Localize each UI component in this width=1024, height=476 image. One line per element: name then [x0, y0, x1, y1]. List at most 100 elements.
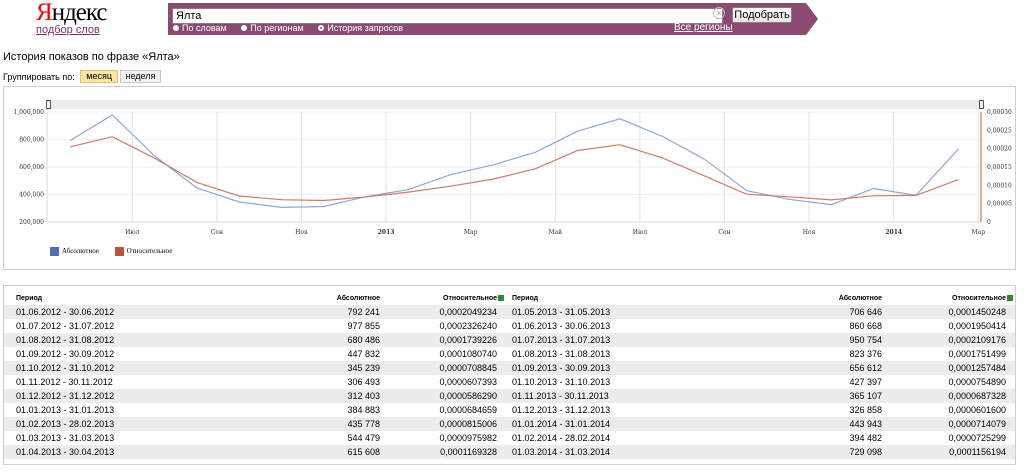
- mode-by-words[interactable]: По словам: [173, 23, 227, 33]
- group-by-control: Группировать по: месяц неделя: [3, 70, 162, 83]
- table-row: 01.10.2012 - 31.10.2012 345 239 0,00007088…: [4, 361, 504, 375]
- header-relative[interactable]: Относительное: [952, 292, 1013, 305]
- y-left-tick-label: 800,000: [19, 137, 44, 144]
- cell-absolute: 384 883: [347, 405, 380, 415]
- table-row: 01.06.2013 - 30.06.2013 860 668 0,00019504…: [500, 319, 1015, 333]
- cell-relative: 0,0000601600: [948, 405, 1006, 415]
- table-row: 01.03.2014 - 31.03.2014 729 098 0,00011561…: [500, 445, 1015, 459]
- y-right-tick-label: 0,00020: [987, 146, 1012, 153]
- header-period[interactable]: Период: [512, 295, 539, 302]
- yandex-logo[interactable]: Яндекс подбор слов: [36, 0, 108, 36]
- cell-absolute: 680 486: [347, 335, 380, 345]
- cell-relative: 0,0000607393: [439, 377, 497, 387]
- cell-absolute: 345 239: [347, 363, 380, 373]
- cell-absolute: 823 376: [849, 349, 882, 359]
- search-input[interactable]: [172, 8, 723, 24]
- clear-icon[interactable]: ×: [713, 7, 725, 19]
- cell-absolute: 950 754: [849, 335, 882, 345]
- table-row: 01.09.2013 - 30.09.2013 656 612 0,00012574…: [500, 361, 1015, 375]
- cell-absolute: 312 403: [347, 391, 380, 401]
- cell-period: 01.06.2013 - 30.06.2013: [512, 321, 611, 331]
- table-row: 01.11.2012 - 30.11.2012 306 493 0,00006073…: [4, 375, 504, 389]
- y-right-tick-label: 0,00005: [987, 201, 1012, 208]
- header-absolute[interactable]: Абсолютное: [336, 295, 380, 302]
- group-by-label: Группировать по:: [3, 71, 75, 82]
- cell-relative: 0,0000754890: [948, 377, 1006, 387]
- radio-icon: [173, 25, 179, 31]
- cell-relative: 0,0002326240: [439, 321, 497, 331]
- cell-absolute: 656 612: [849, 363, 882, 373]
- header-absolute[interactable]: Абсолютное: [838, 295, 882, 302]
- range-handle-left-icon[interactable]: [46, 100, 51, 109]
- header-relative[interactable]: Относительное: [443, 292, 504, 305]
- cell-period: 01.03.2014 - 31.03.2014: [512, 447, 611, 457]
- x-tick-label: Июл: [125, 229, 139, 236]
- cell-period: 01.08.2013 - 31.08.2013: [512, 349, 611, 359]
- cell-period: 01.11.2012 - 30.11.2012: [16, 377, 113, 387]
- chart-range-strip: [47, 100, 981, 109]
- table-column-left: Период Абсолютное Относительное 01.06.2012 …: [4, 292, 504, 459]
- cell-period: 01.12.2013 - 31.12.2013: [512, 405, 611, 415]
- cell-relative: 0,0001739226: [439, 335, 497, 345]
- x-tick-label: Мар: [464, 229, 478, 236]
- range-handle-right-icon[interactable]: [979, 100, 984, 109]
- cell-period: 01.09.2013 - 30.09.2013: [512, 363, 611, 373]
- cell-period: 01.05.2013 - 31.05.2013: [512, 307, 611, 317]
- excel-export-icon[interactable]: [1007, 295, 1013, 301]
- table-row: 01.06.2012 - 30.06.2012 792 241 0,00020492…: [4, 305, 504, 319]
- cell-relative: 0,0000708845: [439, 363, 497, 373]
- cell-relative: 0,0000725299: [948, 433, 1006, 443]
- radio-icon: [241, 25, 248, 31]
- table-row: 01.12.2013 - 31.12.2013 326 858 0,00006016…: [500, 403, 1015, 417]
- cell-period: 01.07.2013 - 31.07.2013: [512, 335, 611, 345]
- cell-period: 01.03.2013 - 31.03.2013: [16, 433, 115, 443]
- cell-absolute: 615 608: [347, 447, 380, 457]
- cell-period: 01.10.2012 - 31.10.2012: [16, 363, 115, 373]
- y-left-tick-label: 400,000: [19, 192, 44, 199]
- search-modes: По словам По регионам История запросов: [173, 23, 415, 33]
- cell-relative: 0,0002109176: [948, 335, 1006, 345]
- x-tick-label: Июл: [633, 229, 647, 236]
- cell-relative: 0,0001169328: [440, 447, 497, 457]
- table-row: 01.08.2012 - 31.08.2012 680 486 0,00017392…: [4, 333, 504, 347]
- header-period[interactable]: Период: [16, 295, 43, 302]
- mode-by-regions[interactable]: По регионам: [241, 23, 304, 33]
- logo-subtitle-link[interactable]: подбор слов: [36, 24, 100, 36]
- mode-history[interactable]: История запросов: [318, 23, 403, 33]
- cell-absolute: 977 855: [347, 321, 380, 331]
- y-right-tick-label: 0,00025: [987, 127, 1012, 134]
- x-tick-label: Ноя: [803, 229, 816, 236]
- cell-period: 01.11.2013 - 30.11.2013: [512, 391, 609, 401]
- legend-swatch: [114, 247, 124, 256]
- x-tick-label: 2013: [378, 229, 395, 236]
- cell-period: 01.01.2014 - 31.01.2014: [512, 419, 611, 429]
- table-row: 01.11.2013 - 30.11.2013 365 107 0,00006873…: [500, 389, 1015, 403]
- x-tick-label: Сен: [211, 229, 223, 236]
- table-header-row: Период Абсолютное Относительное: [500, 292, 1015, 305]
- y-right-tick-label: 0,00015: [987, 164, 1012, 171]
- group-by-month-button[interactable]: месяц: [80, 70, 118, 83]
- legend-item-relative: Относительное: [114, 247, 172, 256]
- cell-absolute: 792 241: [347, 307, 380, 317]
- submit-button[interactable]: Подобрать: [732, 7, 792, 23]
- chart-legend: Абсолютное Относительное: [50, 247, 186, 256]
- cell-relative: 0,0001156194: [949, 447, 1006, 457]
- cell-period: 01.02.2014 - 28.02.2014: [512, 433, 611, 443]
- cell-absolute: 860 668: [849, 321, 882, 331]
- excel-export-icon[interactable]: [498, 295, 504, 301]
- cell-period: 01.08.2012 - 31.08.2012: [16, 335, 115, 345]
- cell-period: 01.02.2013 - 28.02.2013: [16, 419, 115, 429]
- cell-period: 01.09.2012 - 30.09.2012: [16, 349, 115, 359]
- table-row: 01.12.2012 - 31.12.2012 312 403 0,00005862…: [4, 389, 504, 403]
- radio-selected-icon: [318, 25, 325, 31]
- all-regions-link[interactable]: Все регионы: [674, 22, 733, 33]
- x-tick-label: Ноя: [295, 229, 308, 236]
- y-left-tick-label: 600,000: [19, 164, 44, 171]
- table-row: 01.04.2013 - 30.04.2013 615 608 0,00011693…: [4, 445, 504, 459]
- cell-relative: 0,0000586290: [439, 391, 497, 401]
- table-column-right: Период Абсолютное Относительное 01.05.2013 …: [500, 292, 1015, 459]
- group-by-week-button[interactable]: неделя: [119, 70, 162, 83]
- x-tick-label: Сен: [718, 229, 730, 236]
- cell-relative: 0,0000975982: [439, 433, 497, 443]
- legend-item-absolute: Абсолютное: [50, 247, 99, 256]
